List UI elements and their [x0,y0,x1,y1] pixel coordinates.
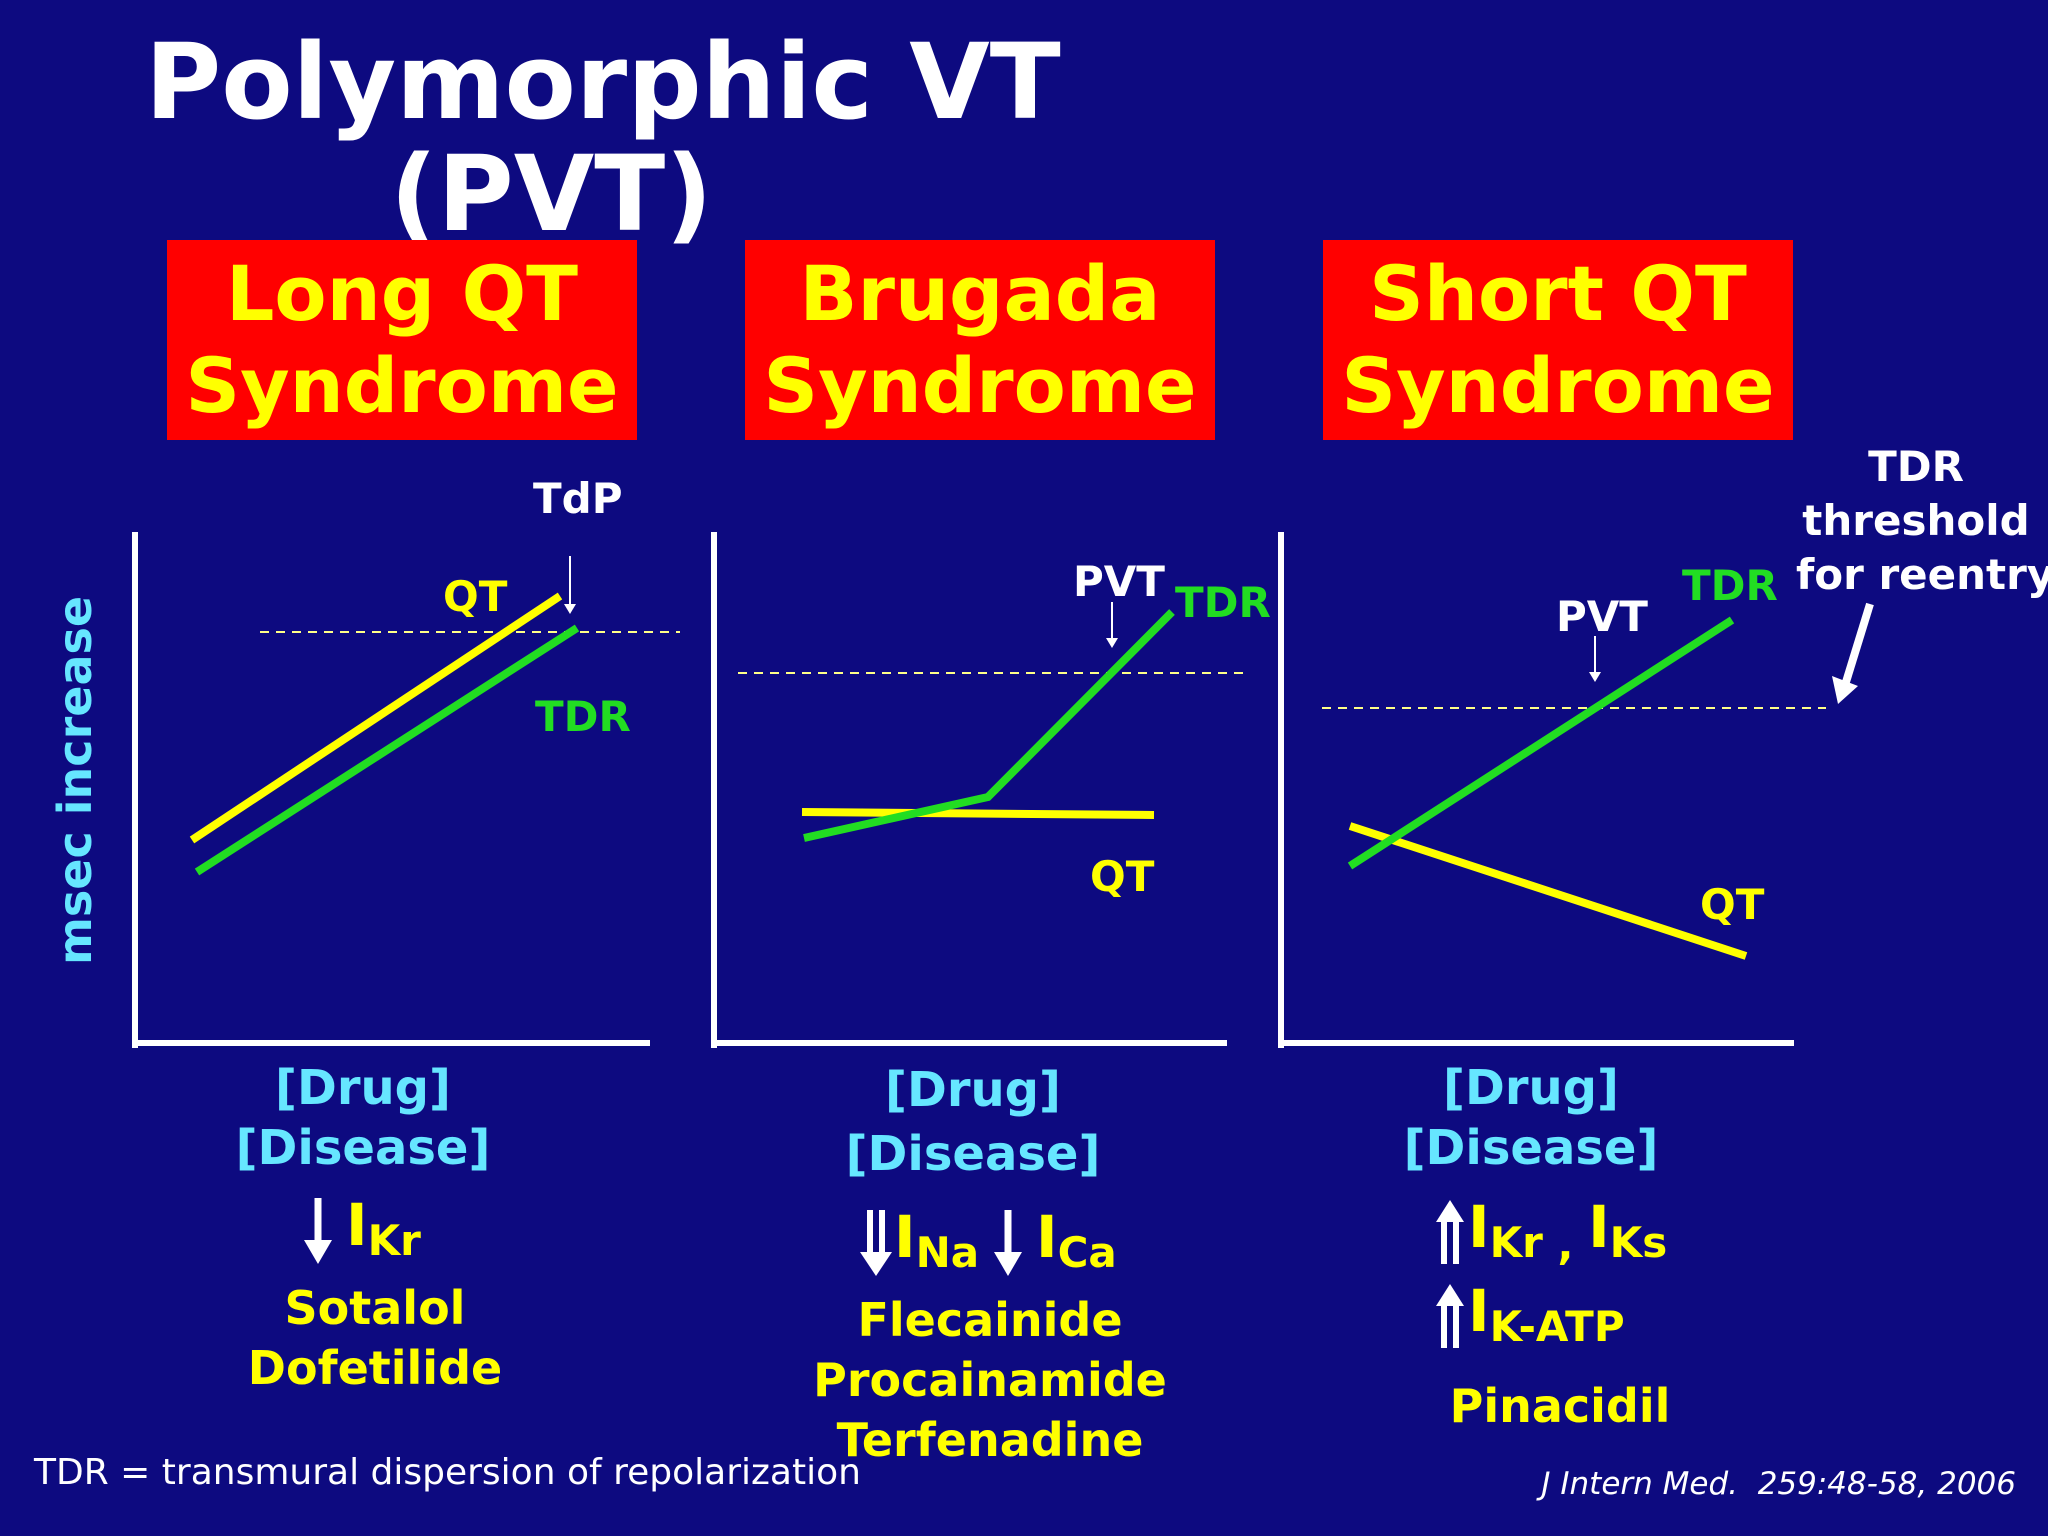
header-brugada-line1: Brugada [799,249,1161,338]
panel3-current-katp: I K-ATP [1432,1282,1625,1352]
panel3-drug-label: [Drug] [1443,1060,1619,1116]
double-down-arrow-icon [860,1210,892,1276]
panel2-current-na-sub: Na [915,1228,980,1277]
panel1-drugs: Sotalol Dofetilide [230,1278,520,1398]
panel2-current-ca-sub: Ca [1057,1228,1117,1277]
panel2-current-ca-base: I [1036,1203,1058,1271]
panel2-drug-label: [Drug] [885,1062,1061,1118]
panel2-disease-label: [Disease] [845,1126,1101,1182]
threshold-note-line2: threshold [1802,496,2030,545]
panel3-current-kr-base: I [1468,1193,1490,1261]
panel3-current-sep: , [1542,1220,1589,1269]
panel3-qt-label: QT [1700,880,1765,929]
footnote: TDR = transmural dispersion of repolariz… [34,1452,861,1493]
panel1-disease-label: [Disease] [235,1120,491,1176]
threshold-note-arrow-icon [1842,602,1874,684]
panel1-tdr-label: TDR [535,692,631,741]
header-brugada: Brugada Syndrome [745,240,1215,440]
header-long-qt-line1: Long QT [225,249,579,338]
panel3-current-katp-sub: K-ATP [1489,1302,1625,1351]
slide-title-line1: Polymorphic VT [145,21,1061,143]
panel3-current-ks-sub: Ks [1609,1218,1668,1267]
panel2-drug-1: Procainamide [813,1353,1167,1407]
panel2-qt-line [801,808,1155,819]
panel1-x-axis [132,1040,650,1046]
header-long-qt: Long QT Syndrome [167,240,637,440]
panel2-current-ca: I Ca [990,1208,1117,1278]
down-arrow-icon [994,1210,1022,1276]
panel3-current-ks-base: I [1588,1193,1610,1261]
panel2-tdr-line [803,609,1175,842]
panel3-current-katp-base: I [1468,1277,1490,1345]
panel1-current-base: I [346,1191,368,1259]
panel2-y-axis [711,532,717,1048]
panel2-drug-0: Flecainide [857,1293,1123,1347]
panel3-current-kr-sub: Kr [1489,1218,1543,1267]
panel2-drugs: Flecainide Procainamide Terfenadine [800,1290,1180,1470]
slide-title-line2: (PVT) [390,133,713,255]
header-brugada-line2: Syndrome [763,341,1197,430]
double-up-arrow-icon [1436,1200,1464,1264]
panel1-event-label: TdP [533,474,623,523]
panel1-current: I Kr [300,1196,421,1266]
panel3-current-k: I Kr , I Ks [1432,1198,1667,1268]
threshold-note: TDR threshold for reentry [1796,440,2048,602]
panel1-qt-label: QT [443,572,508,621]
panel3-qt-line [1348,822,1748,960]
panel1-x-labels: [Drug] [Disease] [200,1058,526,1178]
panel1-y-axis [132,532,138,1048]
panel3-drug-0: Pinacidil [1449,1379,1671,1433]
citation: J Intern Med. 259:48-58, 2006 [1541,1466,2016,1502]
panel1-current-sub: Kr [367,1216,421,1265]
panel3-drugs: Pinacidil [1410,1376,1710,1436]
double-up-arrow-icon [1436,1284,1464,1348]
panel1-drug-label: [Drug] [275,1060,451,1116]
threshold-note-line3: for reentry [1796,550,2048,599]
panel2-x-axis [711,1040,1227,1046]
panel1-drug-0: Sotalol [284,1281,466,1335]
panel2-current-na-base: I [894,1203,916,1271]
panel1-drug-1: Dofetilide [247,1341,503,1395]
header-short-qt: Short QT Syndrome [1323,240,1793,440]
panel2-x-labels: [Drug] [Disease] [810,1058,1136,1186]
header-short-qt-line2: Syndrome [1341,341,1775,430]
threshold-note-line1: TDR [1868,442,1964,491]
panel3-x-axis [1278,1040,1794,1046]
panel1-tdr-line [194,624,580,876]
panel3-y-axis [1278,532,1284,1048]
panel3-tdr-line [1347,616,1735,870]
panel3-tdr-label: TDR [1682,561,1778,610]
panel3-x-labels: [Drug] [Disease] [1368,1058,1694,1178]
panel2-drug-2: Terfenadine [836,1413,1144,1467]
panel3-event-label: PVT [1556,592,1648,641]
header-long-qt-line2: Syndrome [185,341,619,430]
panel2-event-label: PVT [1073,557,1165,606]
panel2-current-na: I Na [858,1208,979,1278]
panel2-qt-label: QT [1090,852,1155,901]
down-arrow-icon [304,1198,332,1264]
panel2-tdr-label: TDR [1175,578,1271,627]
panel1-qt-line [189,592,563,844]
panel3-disease-label: [Disease] [1403,1120,1659,1176]
header-short-qt-line1: Short QT [1369,249,1747,338]
